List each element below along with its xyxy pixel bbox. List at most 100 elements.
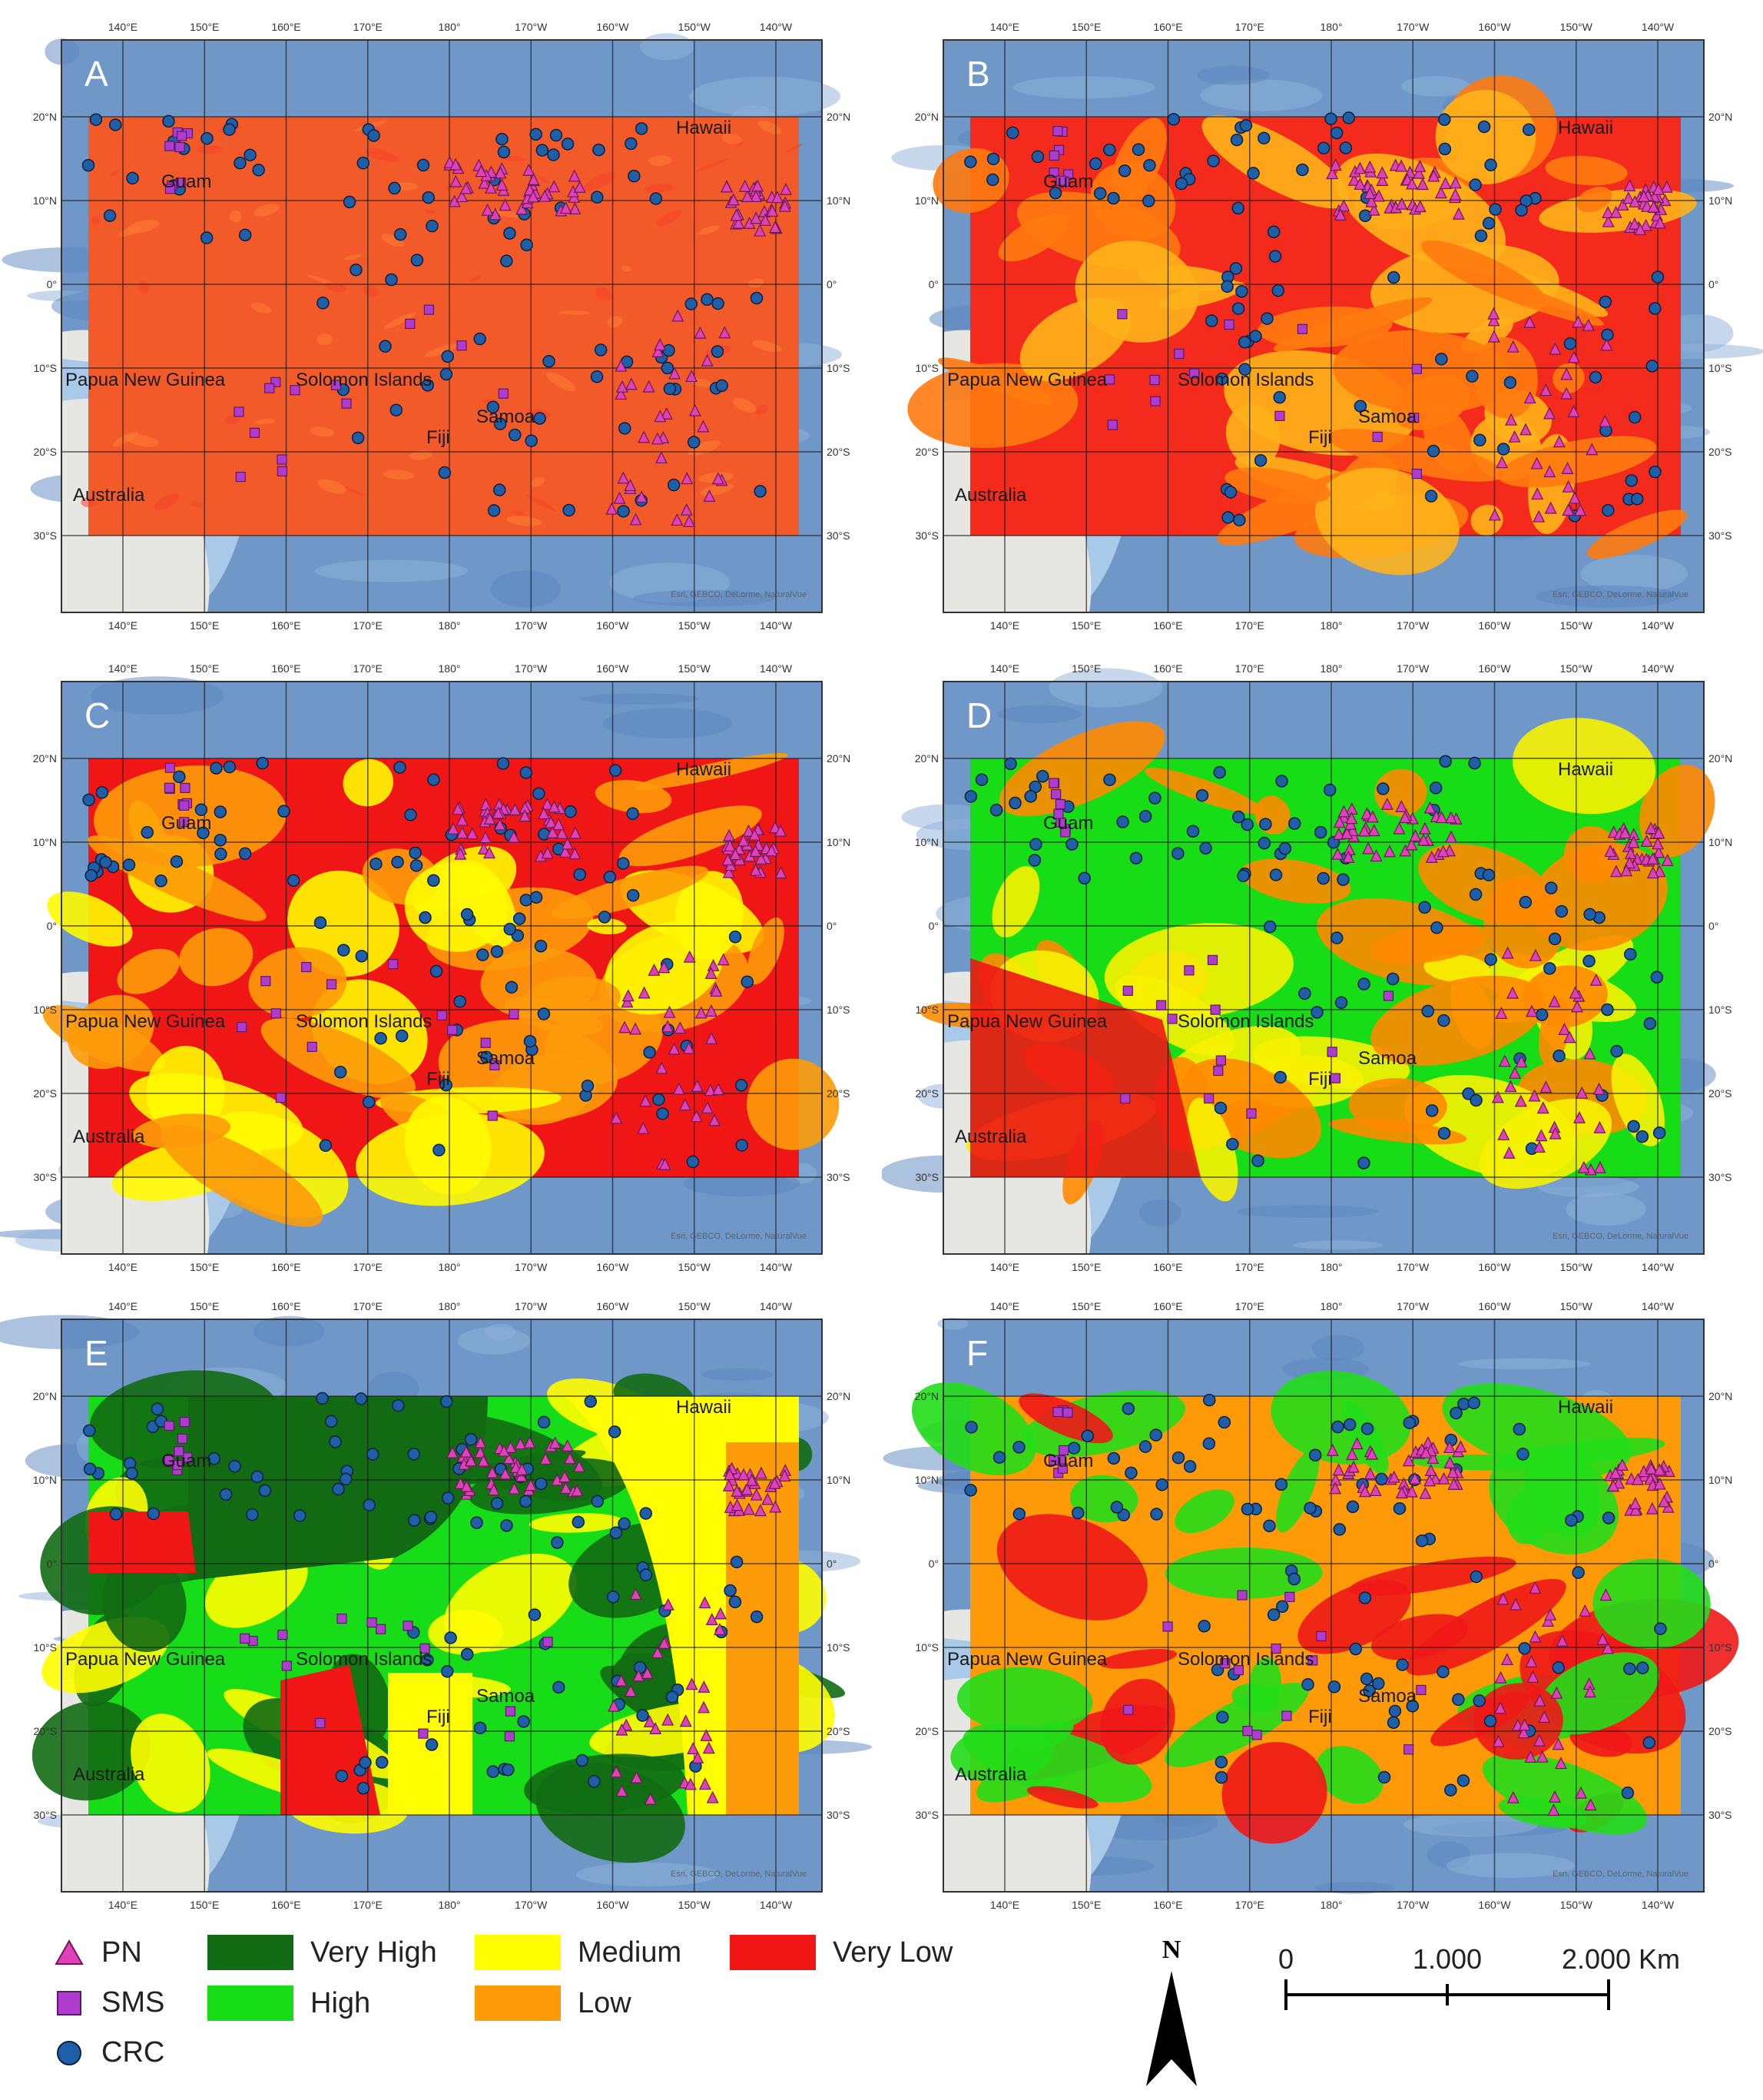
lon-tick-label: 160°E [1153, 1261, 1182, 1273]
lon-tick-label: 150°W [1560, 662, 1593, 675]
lon-tick-label: 170°W [515, 662, 548, 675]
lon-tick-label: 180° [1321, 1899, 1343, 1911]
square-icon [57, 1990, 81, 2015]
place-label-hawaii: Hawaii [676, 1397, 731, 1418]
lat-tick-label: 20°S [1708, 1725, 1732, 1737]
lon-tick-label: 150°E [1072, 619, 1101, 632]
legend-label: SMS [101, 1986, 165, 2019]
lat-tick-label: 10°N [1708, 1474, 1732, 1486]
lon-tick-label: 180° [1321, 1300, 1343, 1312]
place-label-hawaii: Hawaii [1558, 1397, 1613, 1418]
lat-tick-label: 10°S [33, 362, 57, 374]
lat-tick-label: 20°N [827, 111, 850, 123]
lon-tick-label: 170°W [515, 1261, 548, 1273]
lon-tick-label: 180° [1321, 619, 1343, 632]
map-legend: PN SMS CRC Very High High Medium Low Ver… [0, 1921, 1763, 2100]
scale-tick-label: 1.000 [1413, 1943, 1482, 1975]
place-label-australia: Australia [73, 1126, 145, 1147]
place-label-fiji: Fiji [426, 1707, 450, 1727]
place-label-solomon: Solomon Islands [296, 1011, 432, 1032]
place-label-solomon: Solomon Islands [1178, 1649, 1314, 1670]
lon-tick-label: 140°E [990, 662, 1019, 675]
legend-item-crc: CRC [54, 2036, 164, 2069]
lat-tick-label: 20°N [33, 752, 57, 765]
lat-tick-label: 10°S [915, 1004, 939, 1016]
map-attribution: Esri, GEBCO, DeLorme, NaturalVue [1553, 1869, 1688, 1879]
map-figure: 140°E 140°E 150°E 150°E 160°E 160°E 170°E 170°E… [882, 662, 1732, 1273]
lat-tick-label: 0° [827, 1558, 837, 1570]
lon-tick-label: 160°W [596, 619, 629, 632]
panel-letter: A [85, 54, 108, 94]
lat-tick-label: 10°S [33, 1004, 57, 1016]
lon-tick-label: 150°W [678, 1261, 711, 1273]
lon-tick-label: 180° [439, 619, 461, 632]
lat-tick-label: 20°N [827, 752, 850, 765]
lon-tick-label: 160°W [596, 1300, 629, 1312]
place-label-fiji: Fiji [426, 427, 450, 448]
lon-tick-label: 160°W [596, 662, 629, 675]
place-label-australia: Australia [955, 1126, 1027, 1147]
map-panel-f: 140°E 140°E 150°E 150°E 160°E 160°E 170°E 170°E… [882, 1279, 1763, 1921]
lon-tick-label: 150°E [190, 662, 219, 675]
lon-tick-label: 150°W [1560, 1899, 1593, 1911]
map-panel-b: 140°E 140°E 150°E 150°E 160°E 160°E 170°E 170°E… [882, 0, 1763, 642]
lat-tick-label: 10°S [1708, 1641, 1732, 1654]
place-label-guam: Guam [1043, 813, 1093, 834]
panel-letter: D [966, 695, 992, 735]
lon-tick-label: 160°W [1478, 619, 1511, 632]
lat-tick-label: 10°N [33, 1474, 57, 1486]
lon-tick-label: 140°E [990, 21, 1019, 33]
lon-tick-label: 160°E [1153, 1300, 1182, 1312]
lon-tick-label: 170°W [1397, 662, 1430, 675]
lon-tick-label: 170°E [1235, 21, 1264, 33]
lat-tick-label: 30°S [827, 1171, 850, 1183]
lon-tick-label: 150°E [190, 619, 219, 632]
lat-tick-label: 30°S [915, 1809, 939, 1821]
lat-tick-label: 10°N [915, 194, 939, 207]
lon-tick-label: 140°W [760, 21, 793, 33]
lon-tick-label: 170°W [1397, 1261, 1430, 1273]
lat-tick-label: 10°S [827, 1004, 850, 1016]
lon-tick-label: 170°W [1397, 1899, 1430, 1911]
scale-bar: 0 1.000 2.000 Km [1278, 1943, 1680, 2010]
lat-tick-label: 30°S [827, 529, 850, 542]
lon-tick-label: 170°W [1397, 1300, 1430, 1312]
lon-tick-label: 170°W [515, 619, 548, 632]
place-label-guam: Guam [161, 171, 211, 192]
lat-tick-label: 10°N [1708, 194, 1732, 207]
legend-class-very-high: Very High [207, 1935, 437, 1970]
lon-tick-label: 140°W [1642, 1300, 1675, 1312]
lon-tick-label: 150°W [1560, 21, 1593, 33]
place-label-solomon: Solomon Islands [1178, 1011, 1314, 1032]
lat-tick-label: 10°S [915, 362, 939, 374]
lat-tick-label: 20°N [33, 111, 57, 123]
place-label-samoa: Samoa [1358, 406, 1417, 427]
map-attribution: Esri, GEBCO, DeLorme, NaturalVue [671, 1869, 807, 1879]
color-swatch [207, 1935, 293, 1970]
lon-tick-label: 170°W [515, 1300, 548, 1312]
lat-tick-label: 20°S [827, 1725, 850, 1737]
lat-tick-label: 10°S [33, 1641, 57, 1654]
panel-letter: C [85, 695, 110, 735]
lon-tick-label: 150°E [190, 1300, 219, 1312]
lon-tick-label: 160°W [1478, 1261, 1511, 1273]
north-arrow-icon: N [1146, 1936, 1197, 2086]
lon-tick-label: 170°E [1235, 1261, 1264, 1273]
lat-tick-label: 10°S [827, 1641, 850, 1654]
map-panel-a: 140°E 140°E 150°E 150°E 160°E 160°E 170°E 170°E… [0, 0, 881, 642]
lon-tick-label: 180° [439, 21, 461, 33]
lat-tick-label: 10°N [1708, 836, 1732, 848]
lon-tick-label: 170°W [515, 1899, 548, 1911]
lon-tick-label: 160°E [271, 1261, 300, 1273]
lat-tick-label: 30°S [915, 529, 939, 542]
lon-tick-label: 150°E [1072, 1261, 1101, 1273]
color-swatch [730, 1935, 816, 1970]
map-panel-e: 140°E 140°E 150°E 150°E 160°E 160°E 170°E 170°E… [0, 1279, 881, 1921]
lon-tick-label: 160°W [1478, 21, 1511, 33]
place-label-samoa: Samoa [1358, 1686, 1417, 1707]
lat-tick-label: 20°N [827, 1390, 850, 1402]
lon-tick-label: 140°E [108, 619, 138, 632]
lat-tick-label: 20°N [1708, 752, 1732, 765]
place-label-hawaii: Hawaii [1558, 118, 1613, 138]
place-label-hawaii: Hawaii [676, 118, 731, 138]
